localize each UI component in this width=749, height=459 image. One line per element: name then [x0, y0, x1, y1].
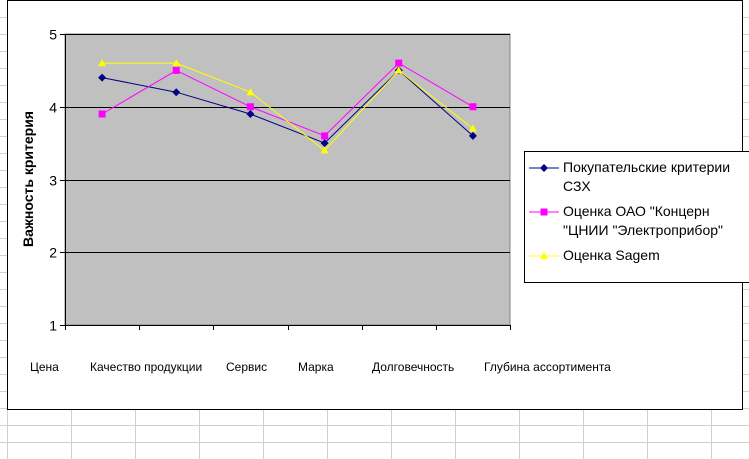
data-point: [172, 88, 181, 97]
y-axis-title: Важность критерия: [20, 111, 36, 247]
series-line: [102, 62, 474, 152]
data-point: [320, 139, 329, 148]
x-category-label: Долговечность: [372, 360, 454, 374]
data-point: [395, 59, 403, 67]
data-point: [468, 131, 477, 140]
series-3: [98, 59, 477, 154]
y-tick-label: 1: [49, 318, 57, 334]
data-point: [172, 66, 180, 74]
data-point: [469, 103, 477, 111]
x-category-label: Глубина ассортимента: [484, 360, 611, 374]
data-point: [246, 88, 255, 96]
legend-entry-series-2: Оценка ОАО "Концерн "ЦНИИ "Электроприбор…: [529, 202, 746, 240]
chart-area[interactable]: 1 2 3 4 5 Цена Качество продукции Сервис Марка До…: [7, 0, 749, 410]
axes: [60, 34, 511, 330]
legend-label-series-1: Покупательские критерии СЗХ: [563, 159, 731, 194]
series-line: [102, 69, 474, 144]
x-category-label: Марка: [298, 360, 334, 374]
data-point: [246, 103, 254, 111]
y-tick-label: 5: [49, 27, 57, 43]
data-point: [321, 132, 329, 140]
data-point: [394, 66, 403, 74]
legend[interactable]: Покупательские критерии СЗХ Оценка ОАО "…: [524, 151, 749, 283]
x-category-label: Цена: [30, 360, 59, 374]
data-point: [320, 146, 329, 154]
y-tick-label: 3: [49, 173, 57, 189]
y-tick-label: 2: [49, 245, 57, 261]
legend-label-series-2: Оценка ОАО "Концерн "ЦНИИ "Электроприбор…: [563, 203, 723, 238]
gridlines: [65, 34, 510, 253]
data-point: [172, 59, 181, 67]
data-point: [98, 59, 107, 67]
line-chart: 1 2 3 4 5 Цена Качество продукции Сервис Марка До…: [20, 27, 611, 375]
data-point: [468, 124, 477, 132]
data-point: [98, 73, 107, 82]
axis-labels: 1 2 3 4 5 Цена Качество продукции Сервис Марка До…: [30, 27, 611, 375]
legend-key-square-icon: [529, 208, 559, 216]
x-category-label: Качество продукции: [90, 360, 202, 374]
legend-label-series-3: Оценка Sagem: [563, 247, 660, 263]
legend-key-triangle-icon: [529, 252, 559, 259]
legend-key-diamond-icon: [529, 164, 559, 172]
y-tick-label: 4: [49, 100, 57, 116]
legend-entry-series-1: Покупательские критерии СЗХ: [529, 158, 746, 196]
legend-entry-series-3: Оценка Sagem: [529, 246, 746, 266]
series-lines: [98, 59, 477, 154]
x-category-label: Сервис: [226, 360, 267, 374]
data-point: [98, 110, 106, 118]
plot-area: [64, 33, 511, 326]
plot-background: [64, 33, 511, 326]
data-point: [246, 110, 255, 119]
